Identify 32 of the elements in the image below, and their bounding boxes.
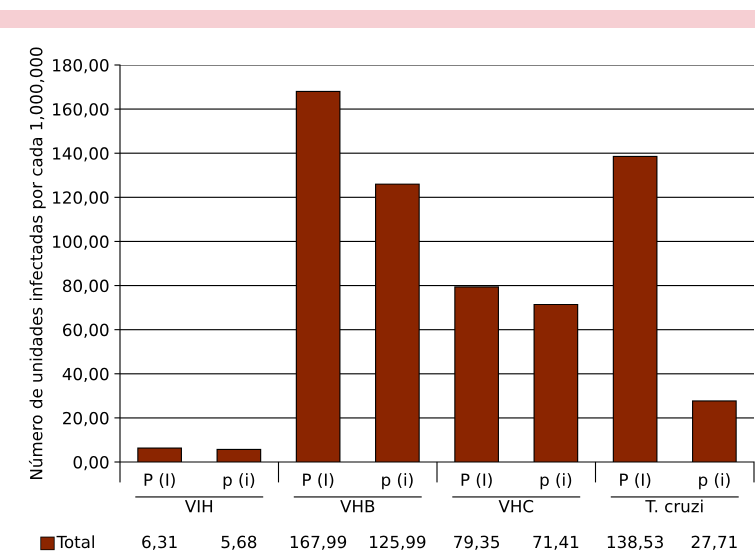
text: VIH [184,500,212,512]
x-tick-label: p (i) [224,473,254,490]
y-tick-label: 140,00 [53,147,108,162]
data-label: 6,31 [142,536,177,550]
y-tick-label: 160,00 [53,103,108,118]
data-label: 5,68 [222,536,256,550]
y-tick-label: 60,00 [63,324,108,338]
y-tick-label: 120,00 [53,191,108,206]
data-label: 27,71 [692,536,737,550]
y-tick-label: 80,00 [63,280,108,294]
data-label: 125,99 [370,536,426,550]
y-axis-title: Número de unidades infectadas por cada 1,000,000 [28,48,46,479]
y-tick-label: 0,00 [74,456,108,470]
y-tick-label: 20,00 [63,412,108,426]
x-tick-label: p (i) [540,473,572,490]
x-tick-label: p (i) [382,473,413,490]
data-label: 167,99 [290,536,346,550]
text: VHC [498,500,534,512]
text: T. cruzi [645,500,703,512]
y-tick-label: 40,00 [62,368,108,382]
x-tick-label: P (I) [620,473,650,488]
x-tick-label: P (I) [303,473,334,488]
y-tick-label: 180,00 [53,58,108,74]
y-tick-label: 100,00 [53,235,108,250]
data-label: 138,53 [608,536,663,550]
legend-label: Total [56,535,94,548]
data-label: 79,35 [454,536,500,550]
data-label: 71,41 [533,536,578,550]
x-tick-label: P (I) [144,473,175,488]
x-tick-label: p (i) [699,473,730,490]
text: VHB [340,500,374,512]
x-tick-label: P (I) [462,473,492,488]
